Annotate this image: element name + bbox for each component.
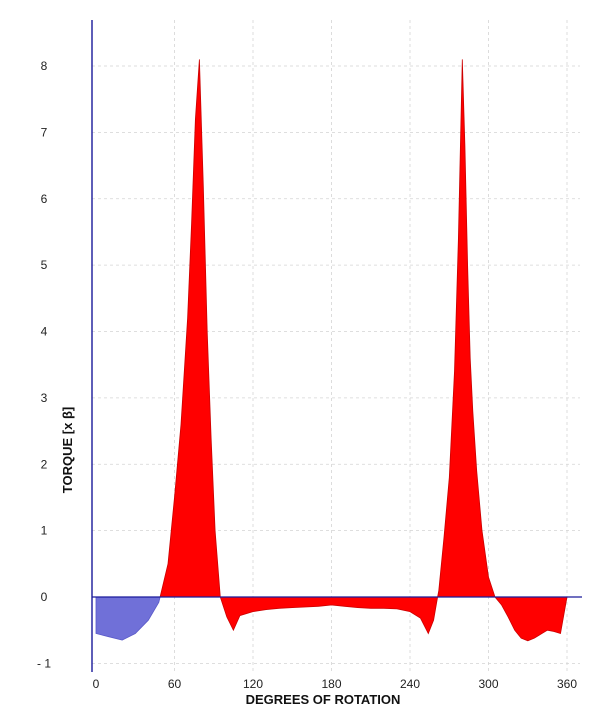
y-tick-label: 3 xyxy=(41,391,48,405)
y-tick-label: 0 xyxy=(41,590,48,604)
negative-torque-area xyxy=(95,596,161,641)
x-tick-label: 60 xyxy=(168,677,182,691)
y-tick-label: 7 xyxy=(41,125,48,139)
positive-torque-area xyxy=(159,59,439,635)
x-tick-label: 0 xyxy=(93,677,100,691)
y-tick-label: - 1 xyxy=(37,656,51,670)
x-tick-label: 300 xyxy=(478,677,498,691)
x-tick-label: 120 xyxy=(243,677,263,691)
y-tick-label: 5 xyxy=(41,258,48,272)
positive-torque-area xyxy=(437,59,568,642)
y-tick-label: 2 xyxy=(41,457,48,471)
y-tick-label: 1 xyxy=(41,524,48,538)
x-tick-label: 360 xyxy=(557,677,577,691)
x-tick-label: 240 xyxy=(400,677,420,691)
y-tick-label: 4 xyxy=(41,325,48,339)
tick-layer: 8 7 6 5 4 3 2 1 0 - 1 0 60 120 180 240 300 360 xyxy=(37,59,577,691)
x-tick-label: 180 xyxy=(321,677,341,691)
grid-layer xyxy=(92,20,580,672)
y-tick-label: 8 xyxy=(41,59,48,73)
axis-layer xyxy=(91,20,582,672)
area-layer xyxy=(95,59,568,642)
x-axis-title: DEGREES OF ROTATION xyxy=(246,692,401,707)
y-axis-title: TORQUE [x β] xyxy=(60,407,75,493)
y-tick-label: 6 xyxy=(41,192,48,206)
